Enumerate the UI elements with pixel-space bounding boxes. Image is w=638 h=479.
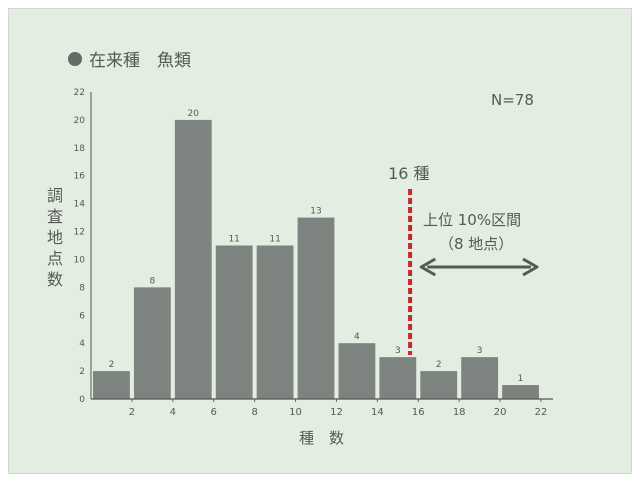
bar xyxy=(256,245,294,399)
y-tick-label: 20 xyxy=(74,116,86,126)
bar xyxy=(93,371,130,399)
arrow-head-left xyxy=(419,257,437,277)
bar xyxy=(420,371,458,399)
x-tick-label: 16 xyxy=(412,407,425,418)
x-tick-label: 6 xyxy=(211,407,217,418)
y-tick-label: 18 xyxy=(74,144,86,154)
x-tick-label: 4 xyxy=(170,407,176,418)
y-tick-label: 10 xyxy=(74,255,86,265)
y-tick-label: 6 xyxy=(79,311,85,321)
chart-title: 在来種 魚類 xyxy=(89,51,191,71)
legend: 在来種 魚類 xyxy=(68,51,191,71)
bar-labels: 2 8 20 11 11 13 4 3 2 3 1 xyxy=(109,109,524,384)
x-tick-label: 22 xyxy=(535,407,548,418)
bar-value-label: 1 xyxy=(518,374,524,384)
range-label-line1: 上位 10%区間 xyxy=(423,211,521,229)
bar xyxy=(297,217,335,399)
bar-value-label: 11 xyxy=(269,235,280,245)
x-axis-ticks: 2 4 6 8 10 12 14 16 18 20 22 xyxy=(129,399,548,418)
x-tick-label: 12 xyxy=(330,407,343,418)
x-tick-label: 8 xyxy=(251,407,257,418)
bar xyxy=(174,119,212,399)
bar xyxy=(338,343,376,399)
bar xyxy=(215,245,253,399)
bar xyxy=(502,385,539,399)
threshold-label: 16 種 xyxy=(388,164,429,183)
y-tick-label: 22 xyxy=(74,88,85,98)
x-tick-label: 10 xyxy=(289,407,302,418)
x-tick-label: 18 xyxy=(453,407,466,418)
y-tick-label: 14 xyxy=(74,200,86,210)
y-tick-label: 0 xyxy=(79,395,85,405)
sample-size-annotation: N=78 xyxy=(491,91,534,109)
bar-value-label: 3 xyxy=(477,346,483,356)
y-tick-label: 12 xyxy=(74,228,85,238)
bar xyxy=(379,357,417,399)
bar-value-label: 3 xyxy=(395,346,401,356)
x-tick-label: 20 xyxy=(494,407,507,418)
bar xyxy=(133,287,171,399)
bar xyxy=(461,357,499,399)
x-axis-label: 種 数 xyxy=(299,429,344,447)
chart-panel: 在来種 魚類 N=78 調査地点数 種 数 0 2 4 6 8 10 12 14 16 18 20 2… xyxy=(8,8,632,474)
x-tick-label: 14 xyxy=(371,407,384,418)
bar-value-label: 4 xyxy=(354,332,360,342)
bar-value-label: 2 xyxy=(109,360,115,370)
bar-value-label: 2 xyxy=(436,360,442,370)
y-axis-ticks: 0 2 4 6 8 10 12 14 16 18 20 22 xyxy=(74,88,86,405)
bar-value-label: 11 xyxy=(228,235,239,245)
arrow-head-right xyxy=(522,257,539,277)
bar-value-label: 8 xyxy=(149,276,155,286)
y-tick-label: 8 xyxy=(79,283,85,293)
y-tick-label: 4 xyxy=(79,339,85,349)
y-tick-label: 16 xyxy=(74,172,86,182)
legend-marker-icon xyxy=(68,52,82,66)
y-axis-label: 調査地点数 xyxy=(47,186,63,289)
bar-value-label: 13 xyxy=(310,207,321,217)
bar-value-label: 20 xyxy=(188,109,200,119)
x-tick-label: 2 xyxy=(129,407,135,418)
bars xyxy=(93,119,539,399)
range-arrow-icon xyxy=(419,257,539,277)
range-label-line2: （8 地点） xyxy=(439,235,513,253)
histogram-chart: 在来種 魚類 N=78 調査地点数 種 数 024681012141618202… xyxy=(47,51,553,447)
y-tick-label: 2 xyxy=(79,367,85,377)
